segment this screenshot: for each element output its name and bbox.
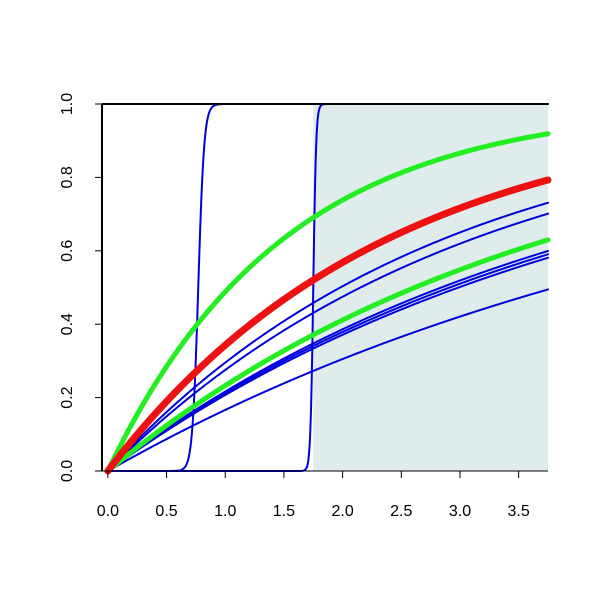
x-tick-label: 1.5 [273,503,295,520]
series-line-3 [106,201,549,472]
series-line-13 [104,176,552,475]
series-line-12 [105,237,551,474]
y-tick-label: 1.0 [59,93,76,115]
x-tick-label: 1.0 [214,503,236,520]
y-tick-label: 0.0 [59,460,76,482]
shaded-region-layer [313,104,548,471]
x-tick-label: 0.5 [155,503,177,520]
x-tick-label: 3.0 [449,503,471,520]
x-tick-label: 0.0 [97,503,119,520]
series-line-7 [106,256,549,472]
series-line-4 [106,212,549,472]
axes-layer: 0.0 0.5 1.0 1.5 2.0 2.5 3.0 3.5 0.0 0.2 0.4 0.6 0.8 1… [59,93,548,520]
y-tick-label: 0.8 [59,166,76,188]
x-tick-label: 3.5 [508,503,530,520]
shaded-region [313,104,548,471]
y-tick-label: 0.6 [59,240,76,262]
y-tick-label: 0.4 [59,313,76,335]
series-line-8 [106,288,549,472]
y-tick-label: 0.2 [59,386,76,408]
series-line-11 [105,131,551,474]
x-tick-label: 2.0 [331,503,353,520]
series-line-6 [106,253,549,472]
x-tick-label: 2.5 [390,503,412,520]
